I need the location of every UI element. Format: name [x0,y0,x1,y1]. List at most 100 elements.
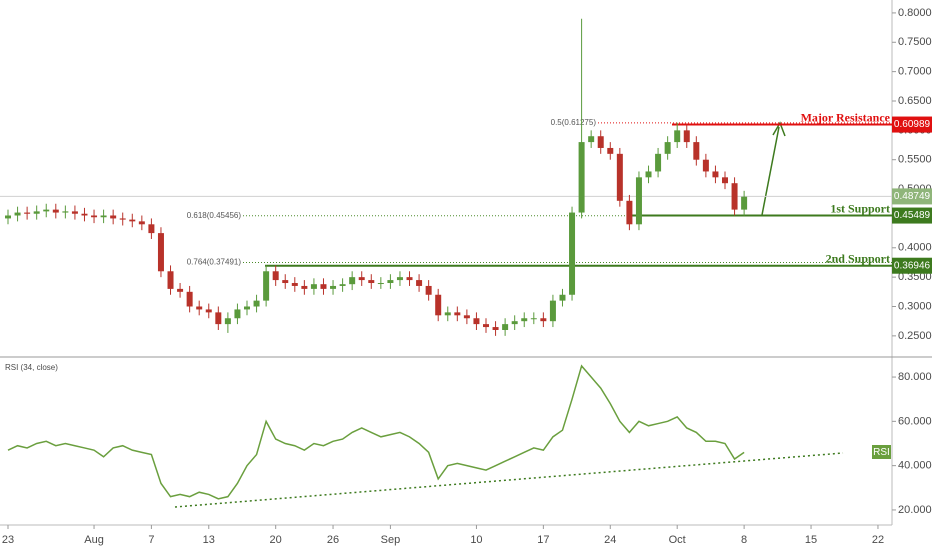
fib-label: 0.618(0.45456) [187,211,242,220]
rsi-trend-line [174,452,844,508]
candle-body [540,318,547,322]
candle-body [549,300,556,322]
candle-body [731,183,738,210]
candle-body [100,215,107,218]
candle-body [406,277,413,281]
candle-body [310,284,317,289]
candle-body [349,277,356,285]
candle-body [473,318,480,325]
level-label: 2nd Support [826,251,890,265]
candle-body [24,212,31,214]
price-badge [892,207,932,224]
candle-body [387,280,394,284]
y-tick-label: 0.80000 [898,7,932,19]
candle-body [693,142,700,160]
candle-body [435,294,442,316]
candle-body [530,318,537,320]
candle-body [396,277,403,281]
candle-body [196,306,203,310]
rsi-title: RSI (34, close) [5,363,58,372]
x-tick-label: Aug [84,534,104,546]
rsi-badge [872,445,891,459]
candle-body [416,280,423,286]
x-tick-label: Sep [381,534,401,546]
x-tick-label: 22 [872,534,884,546]
candle-body [492,327,499,330]
candle-body [62,211,69,213]
candle-body [138,221,145,225]
candle-body [463,315,470,319]
x-tick-label: 17 [537,534,549,546]
x-tick-label: 23 [2,534,14,546]
candle-body [301,285,308,289]
x-tick-label: 13 [203,534,215,546]
candle-body [205,309,212,313]
x-tick-label: 10 [470,534,482,546]
candle-body [43,209,50,212]
candle-body [444,312,451,316]
candle-body [483,324,489,328]
projection-arrow [761,126,780,216]
candle-body [377,283,384,285]
candle-body [454,312,461,316]
candle-body [91,215,98,218]
candle-body [425,285,432,295]
arrow-head [772,121,786,137]
fib-label: 0.5(0.61275) [551,118,597,127]
candle-body [645,171,652,178]
candle-body [52,209,59,213]
price-badge-label: 0.45489 [894,210,931,221]
fib-label: 0.764(0.37491) [187,258,242,267]
candle-body [655,153,662,172]
x-tick-label: Oct [669,534,686,546]
candle-body [578,142,585,213]
price-badge [892,188,932,205]
candle-body [702,159,709,172]
candle-body [607,147,614,154]
candle-body [14,212,21,216]
candle-body [358,277,365,281]
price-badge-label: 0.60989 [894,119,931,130]
candle-body [521,318,528,322]
candle-body [215,312,222,325]
candle-body [635,177,642,225]
candle-body [71,211,78,214]
price-badge [892,116,932,133]
candle-body [320,284,327,289]
price-badge [892,257,932,274]
candle-body [511,321,518,325]
candle-body [33,211,40,214]
x-tick-label: 7 [148,534,154,546]
rsi-badge-label: RSI [873,447,890,458]
x-tick-label: 20 [270,534,282,546]
candle-body [664,142,671,154]
x-tick-label: 8 [741,534,747,546]
x-tick-label: 26 [327,534,339,546]
candle-body [253,300,260,307]
candle-body [712,171,719,178]
candle-body [167,271,174,289]
candle-body [5,215,11,219]
candle-body [177,288,184,292]
candle-body [157,233,164,272]
candle-body [110,215,117,219]
candle-body [626,200,633,225]
rsi-line [7,364,745,500]
candle-body [597,136,604,148]
candle-body [272,271,279,281]
candle-body [244,306,250,310]
candle-body [282,280,289,284]
candle-body [81,213,88,216]
candle-body [569,212,576,295]
